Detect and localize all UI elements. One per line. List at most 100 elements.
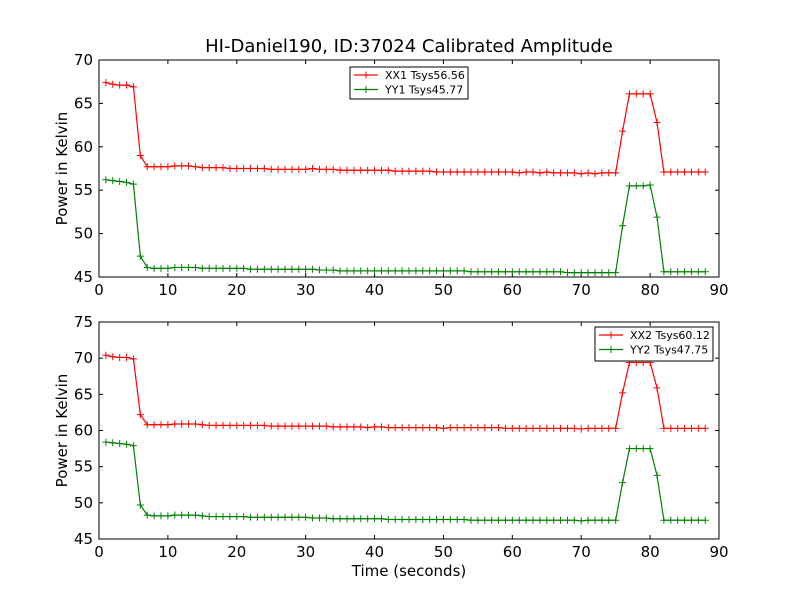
data-point: [150, 163, 158, 171]
data-point: [143, 263, 151, 271]
data-point: [247, 513, 255, 521]
data-point: [694, 168, 702, 176]
y-tick-label: 65: [74, 94, 93, 112]
data-point: [260, 165, 268, 172]
data-point: [136, 252, 144, 260]
data-point: [191, 263, 199, 271]
data-point: [219, 164, 227, 172]
data-point: [529, 516, 537, 524]
data-point: [419, 424, 427, 432]
data-point: [412, 515, 420, 523]
data-point: [247, 165, 255, 172]
y-tick-label: 75: [74, 313, 93, 331]
data-point: [687, 424, 695, 432]
data-point: [377, 515, 385, 523]
data-point: [426, 267, 434, 275]
data-point: [681, 168, 689, 176]
data-point: [563, 269, 571, 277]
data-point: [426, 167, 434, 175]
x-tick-label: 20: [227, 281, 246, 299]
data-point: [508, 168, 516, 176]
data-point: [508, 424, 516, 432]
data-point: [377, 166, 385, 174]
data-point: [598, 424, 606, 432]
data-point: [364, 515, 372, 523]
data-point: [295, 265, 303, 273]
data-point: [102, 438, 110, 446]
data-point: [474, 168, 482, 176]
data-point: [694, 268, 702, 276]
data-point: [226, 264, 234, 272]
data-point: [557, 268, 565, 276]
data-point: [557, 169, 565, 177]
data-point: [143, 163, 151, 171]
data-point: [619, 127, 627, 135]
data-point: [281, 422, 289, 430]
data-point: [267, 513, 275, 521]
data-point: [309, 514, 317, 522]
y-tick-label: 55: [74, 181, 93, 199]
data-point: [288, 422, 296, 430]
data-point: [116, 81, 124, 89]
data-point: [667, 424, 675, 432]
data-point: [667, 516, 675, 524]
data-point: [212, 421, 220, 429]
data-point: [591, 269, 599, 277]
data-point: [460, 515, 468, 523]
chart-panel-2: 0 10 20 30 40 50 60 70 80 90 45 50 55 60 65 70 75 Power i…: [53, 313, 729, 580]
data-point: [116, 178, 124, 186]
data-point: [164, 512, 172, 520]
data-point: [109, 177, 117, 185]
x-tick-label: 50: [434, 543, 453, 561]
x-tick-label: 80: [641, 281, 660, 299]
data-point: [550, 516, 558, 524]
data-point: [591, 516, 599, 524]
data-point: [646, 181, 654, 189]
x-tick-label: 20: [227, 543, 246, 561]
data-point: [687, 168, 695, 176]
data-point: [157, 264, 165, 272]
data-point: [288, 165, 296, 173]
data-point: [384, 515, 392, 523]
data-point: [329, 515, 337, 523]
data-point: [322, 422, 330, 430]
data-point: [426, 515, 434, 523]
data-point: [143, 421, 151, 429]
data-point: [467, 424, 475, 432]
data-point: [639, 182, 647, 190]
data-point: [309, 165, 317, 172]
data-point: [660, 168, 668, 176]
data-point: [357, 166, 365, 174]
data-point: [439, 267, 447, 275]
data-point: [460, 267, 468, 275]
data-point: [557, 424, 565, 432]
data-point: [550, 268, 558, 276]
data-point: [198, 512, 206, 520]
x-tick-label: 90: [709, 543, 728, 561]
data-point: [212, 513, 220, 521]
data-point: [391, 424, 399, 432]
data-point: [384, 267, 392, 275]
data-point: [481, 424, 489, 432]
data-point: [584, 424, 592, 432]
data-point: [501, 424, 509, 432]
data-point: [219, 264, 227, 272]
data-point: [405, 267, 413, 275]
data-point: [198, 421, 206, 429]
data-point: [543, 168, 551, 176]
legend-box: [349, 66, 469, 100]
data-point: [674, 424, 682, 432]
data-point: [495, 168, 503, 176]
legend: XX2 Tsys60.12 YY2 Tsys47.75: [594, 326, 714, 362]
data-point: [315, 514, 323, 522]
data-point: [350, 515, 358, 523]
data-point: [171, 420, 179, 428]
data-point: [453, 424, 461, 432]
data-point: [701, 424, 709, 432]
data-point: [639, 90, 647, 98]
data-point: [205, 264, 213, 272]
data-point: [563, 169, 571, 177]
data-point: [405, 167, 413, 175]
x-tick-label: 0: [94, 281, 104, 299]
data-point: [398, 424, 406, 432]
